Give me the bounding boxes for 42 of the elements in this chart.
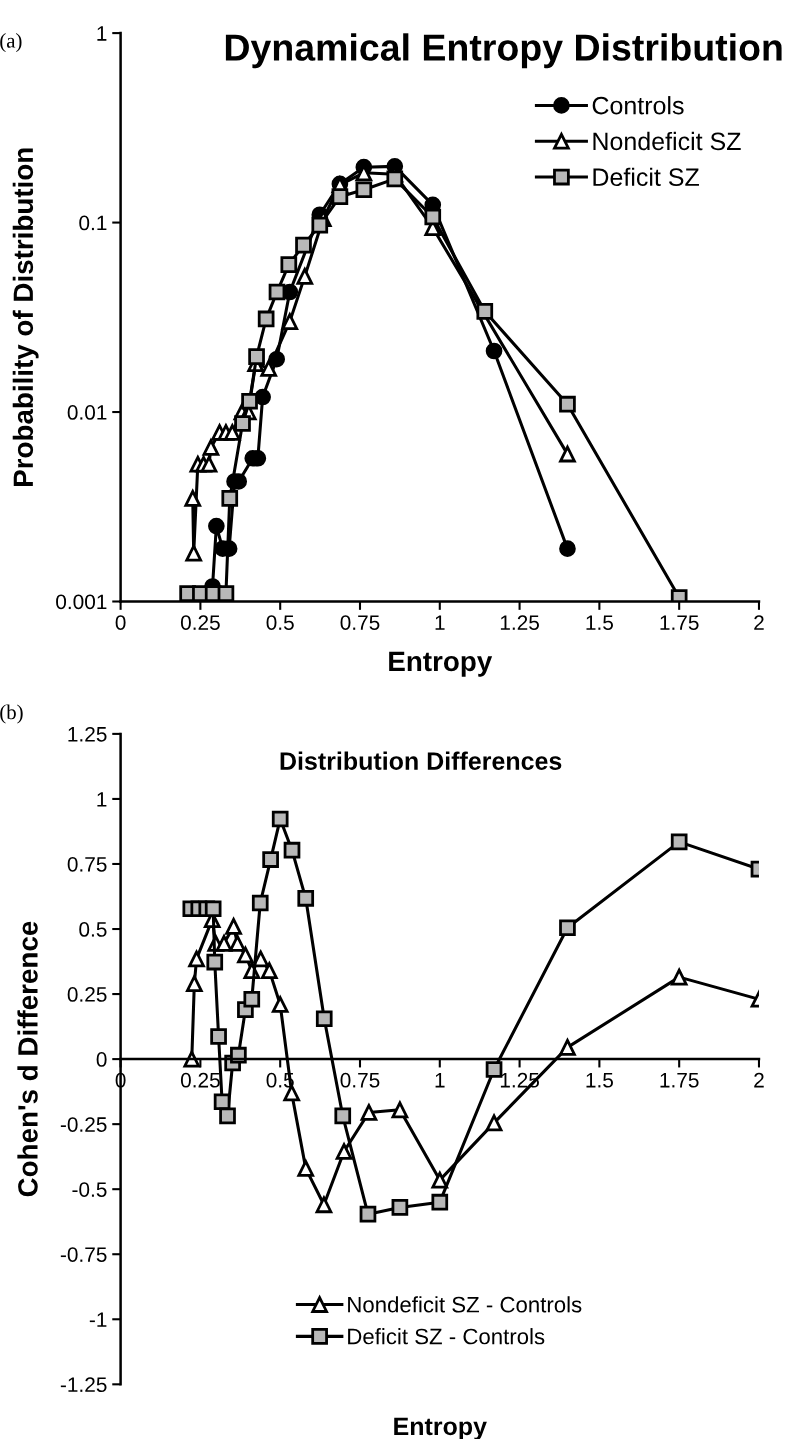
x-tick-label: 0.75 bbox=[340, 615, 380, 630]
x-tick-label: 1.5 bbox=[586, 615, 613, 630]
y-axis-title: Cohen's d Difference bbox=[17, 921, 38, 1197]
x-tick-label: 0.5 bbox=[266, 615, 294, 630]
legend-label: Deficit SZ - Controls bbox=[348, 1328, 545, 1345]
x-tick-label: 0.25 bbox=[180, 1072, 220, 1088]
x-tick-label: 2 bbox=[754, 615, 764, 630]
text: (b) bbox=[0, 704, 23, 724]
x-tick-label: 2 bbox=[754, 1072, 764, 1088]
x-tick-label: 0.75 bbox=[340, 1072, 380, 1088]
y-tick-label: -0.25 bbox=[60, 1117, 107, 1132]
text: (a) bbox=[0, 33, 22, 52]
y-tick-label: 0.5 bbox=[79, 922, 107, 937]
legend-label: Controls bbox=[592, 96, 684, 115]
y-tick-label: 0.001 bbox=[56, 594, 107, 610]
y-tick-label: -0.5 bbox=[72, 1182, 107, 1197]
x-tick-label: 0.25 bbox=[180, 615, 220, 630]
legend-label: Nondeficit SZ bbox=[593, 131, 741, 151]
x-tick-label: 1.75 bbox=[660, 615, 699, 630]
y-tick-label: -0.75 bbox=[60, 1247, 107, 1262]
legend-label: Deficit SZ bbox=[593, 167, 699, 187]
x-tick-label: 0 bbox=[115, 615, 126, 630]
x-tick-label: 1.75 bbox=[660, 1073, 699, 1088]
chart-title: Dynamical Entropy Distribution bbox=[225, 33, 782, 69]
legend-label: Nondeficit SZ - Controls bbox=[348, 1296, 582, 1313]
y-axis-title: Probability of Distribution bbox=[12, 148, 39, 486]
y-tick-label: 0.1 bbox=[79, 215, 107, 231]
y-tick-label: 0.75 bbox=[67, 856, 107, 872]
y-tick-label: 1.25 bbox=[68, 726, 107, 742]
x-tick-label: 1 bbox=[435, 615, 445, 630]
y-tick-label: 0.25 bbox=[67, 987, 107, 1002]
y-tick-label: 1 bbox=[97, 792, 107, 807]
x-tick-label: 1 bbox=[435, 1073, 445, 1088]
x-axis-title: Entropy bbox=[389, 651, 493, 677]
y-tick-label: -1 bbox=[89, 1312, 107, 1327]
y-tick-label: 0 bbox=[96, 1052, 107, 1067]
x-tick-label: 1.5 bbox=[586, 1073, 613, 1088]
y-tick-label: 1 bbox=[97, 26, 107, 41]
y-tick-label: -1.25 bbox=[60, 1377, 107, 1393]
x-tick-label: 1.25 bbox=[500, 615, 539, 630]
y-tick-label: 0.01 bbox=[67, 405, 107, 420]
text: Distribution Differences bbox=[280, 751, 562, 770]
